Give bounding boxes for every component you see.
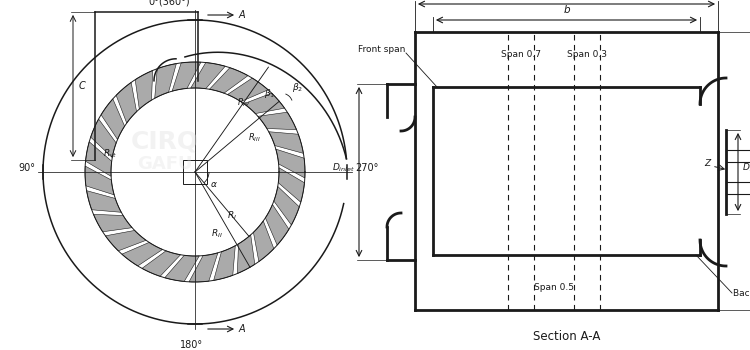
Text: $R_{III}$: $R_{III}$	[248, 132, 260, 144]
Text: $β_2$: $β_2$	[292, 81, 303, 94]
Text: Back span: Back span	[733, 288, 750, 298]
Polygon shape	[244, 93, 284, 113]
Polygon shape	[190, 63, 225, 89]
Polygon shape	[274, 187, 299, 225]
Text: Span 0.5: Span 0.5	[534, 283, 574, 292]
Polygon shape	[86, 142, 112, 176]
Text: 180°: 180°	[181, 340, 203, 350]
Text: A: A	[239, 10, 246, 20]
Polygon shape	[214, 246, 236, 280]
Polygon shape	[94, 214, 132, 232]
Text: $R_{II}$: $R_{II}$	[211, 228, 223, 240]
Text: b: b	[563, 5, 570, 15]
Text: $D_{inlet}$: $D_{inlet}$	[332, 162, 355, 174]
Polygon shape	[172, 62, 201, 91]
Text: 90°: 90°	[18, 163, 35, 173]
Polygon shape	[116, 82, 136, 123]
Polygon shape	[254, 221, 274, 261]
Text: CIRQ: CIRQ	[131, 130, 199, 154]
Text: Span 0.7: Span 0.7	[501, 50, 541, 59]
Polygon shape	[122, 243, 163, 266]
Polygon shape	[237, 235, 255, 274]
Polygon shape	[135, 70, 153, 109]
Text: Z: Z	[704, 160, 710, 168]
Polygon shape	[209, 68, 248, 93]
Text: Span 0.3: Span 0.3	[567, 50, 607, 59]
Text: $R_{vt}$: $R_{vt}$	[103, 148, 118, 160]
Text: C: C	[79, 81, 86, 91]
Text: $β_1$: $β_1$	[265, 87, 276, 100]
Text: $R_{IV}$: $R_{IV}$	[237, 97, 250, 109]
Polygon shape	[268, 132, 304, 153]
Polygon shape	[154, 64, 176, 98]
Text: 0°(360°): 0°(360°)	[148, 0, 190, 6]
Text: $D_1$: $D_1$	[742, 162, 750, 174]
Polygon shape	[106, 230, 146, 251]
Polygon shape	[227, 78, 268, 101]
Polygon shape	[276, 149, 305, 178]
Text: Section A-A: Section A-A	[532, 330, 600, 343]
Text: GAFU: GAFU	[137, 155, 193, 173]
Text: 270°: 270°	[355, 163, 378, 173]
Polygon shape	[266, 204, 289, 245]
Polygon shape	[101, 99, 124, 140]
Polygon shape	[165, 255, 200, 281]
Polygon shape	[278, 168, 304, 202]
Text: $R_I$: $R_I$	[226, 209, 237, 222]
Polygon shape	[258, 112, 296, 130]
Text: α: α	[211, 180, 217, 189]
Polygon shape	[142, 251, 181, 276]
Polygon shape	[85, 166, 114, 195]
Text: A: A	[239, 324, 246, 334]
Polygon shape	[91, 119, 116, 158]
Polygon shape	[189, 253, 218, 282]
Text: Front span: Front span	[358, 46, 405, 55]
Polygon shape	[86, 191, 122, 212]
